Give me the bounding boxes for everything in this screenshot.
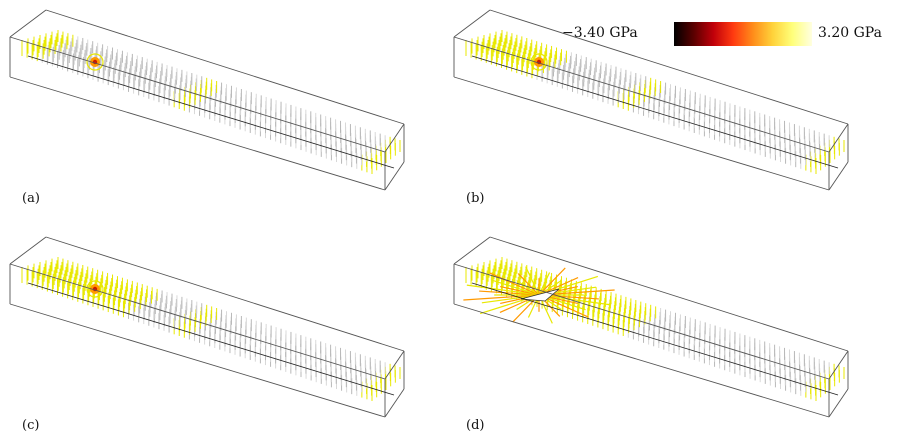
box-edge [9, 76, 386, 191]
stress-ray [463, 294, 540, 301]
panel-a-label: (a) [22, 191, 40, 206]
stress-ray [538, 272, 551, 296]
box-edge [489, 236, 849, 352]
box-edge [453, 236, 491, 265]
stress-ray [492, 279, 540, 296]
simulation-box [453, 236, 849, 418]
colorbar-max-label: 3.20 GPa [818, 25, 882, 41]
panel-b [453, 9, 849, 191]
box-edge [9, 236, 47, 265]
simulation-box [453, 9, 849, 191]
panel-d-label: (d) [466, 418, 485, 433]
simulation-box [9, 236, 405, 418]
box-edge [45, 9, 405, 125]
box-edge [384, 123, 405, 153]
box-edge [453, 303, 830, 418]
box-edge [453, 76, 830, 191]
box-edge [9, 303, 386, 418]
stress-ray [538, 294, 612, 306]
box-edge [45, 236, 405, 352]
defect-cluster [463, 266, 615, 324]
panel-c [9, 236, 405, 418]
stress-ray [517, 273, 540, 296]
crack [520, 288, 560, 302]
box-edge [453, 263, 830, 380]
stress-ray [489, 272, 540, 296]
colorbar-min-label: −3.40 GPa [562, 25, 638, 41]
stress-ray [538, 267, 566, 296]
box-edge [384, 388, 405, 418]
stress-ray [481, 294, 540, 304]
box-edge [9, 263, 386, 380]
box-edge [453, 36, 830, 153]
colorbar-gradient [674, 22, 812, 46]
simulation-box [9, 9, 405, 191]
box-edge [489, 9, 849, 125]
box-axis [27, 282, 395, 396]
box-edge [828, 388, 849, 418]
box-edge [828, 161, 849, 191]
stress-ray [516, 279, 540, 296]
stress-ray [538, 279, 562, 296]
colorbar [674, 22, 812, 46]
box-axis [471, 282, 839, 396]
stress-ray [466, 284, 540, 296]
box-edge [384, 161, 405, 191]
defect-halo [86, 280, 104, 298]
box-axis [471, 55, 839, 169]
atom-lattice [21, 30, 401, 174]
stress-ray [479, 290, 540, 296]
panel-c-label: (c) [22, 418, 40, 433]
panel-d [453, 236, 849, 418]
box-edge [453, 9, 491, 38]
stress-ray [525, 266, 540, 296]
panel-b-label: (b) [466, 191, 485, 206]
atom-lattice [21, 257, 401, 401]
box-edge [828, 350, 849, 380]
stress-ray [500, 286, 540, 296]
box-edge [9, 9, 47, 38]
defect-cluster [530, 53, 548, 71]
box-edge [9, 36, 386, 153]
atom-lattice [465, 30, 845, 174]
panel-a [9, 9, 405, 191]
defect-halo [86, 53, 104, 71]
box-axis [27, 55, 395, 169]
box-edge [384, 350, 405, 380]
defect-halo [530, 53, 548, 71]
box-edge [828, 123, 849, 153]
